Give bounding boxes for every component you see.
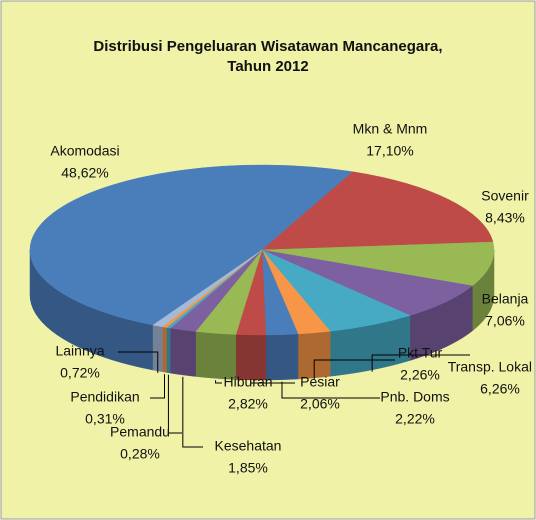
slice-side xyxy=(166,327,171,374)
slice-label: Pnb. Doms xyxy=(380,389,449,405)
leader-line xyxy=(118,351,159,373)
slice-label: Transp. Lokal xyxy=(448,359,532,375)
leader-line xyxy=(250,381,295,384)
value-label: 2,22% xyxy=(395,411,435,427)
value-label: 2,82% xyxy=(228,396,268,412)
value-label: 1,85% xyxy=(228,460,268,476)
leader-line xyxy=(182,376,203,448)
value-label: 2,26% xyxy=(400,367,440,383)
slice xyxy=(29,164,354,326)
slice-label: Pendidikan xyxy=(70,389,139,405)
slice-label: Kesehatan xyxy=(215,438,282,454)
slice-label: Belanja xyxy=(482,291,529,307)
value-label: 0,28% xyxy=(120,446,160,462)
slice xyxy=(261,241,495,287)
leader-line xyxy=(215,380,222,384)
slice-label: Pemandu xyxy=(110,424,170,440)
slice-side xyxy=(170,327,196,377)
value-label: 48,62% xyxy=(61,165,108,181)
chart-title: Distribusi Pengeluaran Wisatawan Mancane… xyxy=(93,38,442,55)
leader-line xyxy=(371,354,470,372)
value-label: 2,06% xyxy=(300,396,340,412)
slice-side xyxy=(162,326,167,373)
leader-line xyxy=(313,359,395,380)
value-label: 6,26% xyxy=(480,381,520,397)
slice xyxy=(261,171,494,251)
slice xyxy=(261,249,473,316)
slice-label: Pkt Tur xyxy=(398,345,443,361)
value-label: 0,72% xyxy=(60,365,100,381)
value-label: 7,06% xyxy=(485,313,525,329)
chart-title: Tahun 2012 xyxy=(227,58,308,75)
leader-line xyxy=(167,374,182,434)
slice-label: Akomodasi xyxy=(50,143,119,159)
leader-line xyxy=(281,381,380,399)
slice xyxy=(152,249,263,328)
slice-label: Lainnya xyxy=(55,343,104,359)
value-label: 8,43% xyxy=(485,210,525,226)
slice-label: Hiburan xyxy=(223,374,272,390)
value-label: 17,10% xyxy=(366,143,413,159)
leader-line xyxy=(150,374,166,399)
slice-label: Sovenir xyxy=(481,188,529,204)
slice-label: Pesiar xyxy=(300,374,340,390)
slice-label: Mkn & Mnm xyxy=(353,121,428,137)
value-label: 0,31% xyxy=(85,411,125,427)
slice-side xyxy=(195,331,237,380)
